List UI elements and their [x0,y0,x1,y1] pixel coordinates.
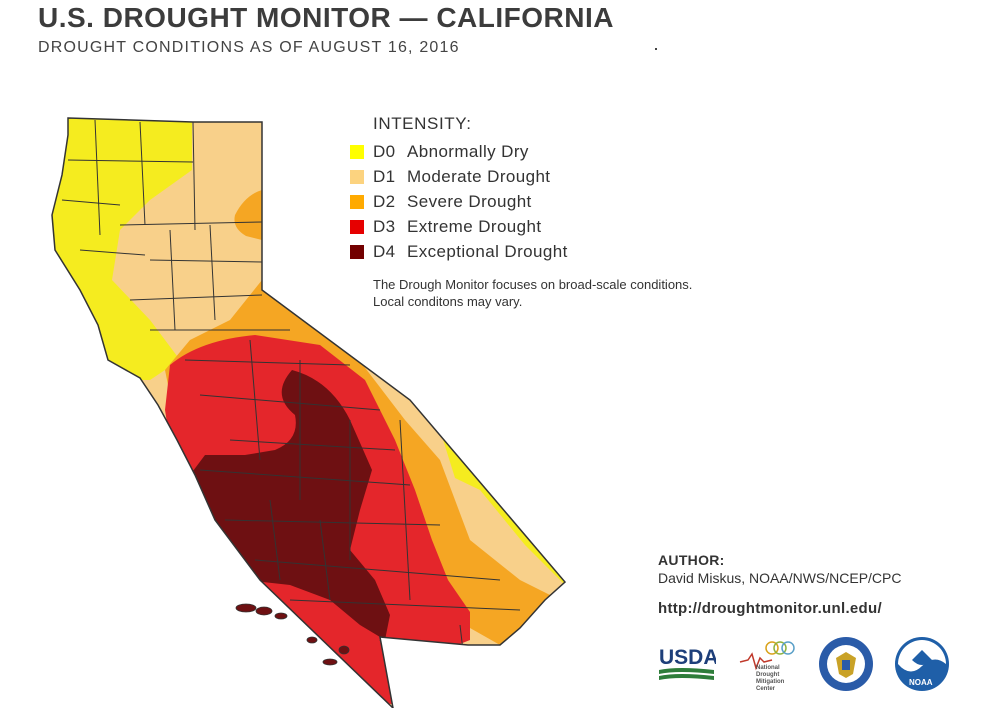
ndmc-text-line: Mitigation [756,679,785,685]
map-subtitle: DROUGHT CONDITIONS AS OF AUGUST 16, 2016 [38,39,460,56]
author-heading: AUTHOR: [658,552,725,568]
intensity-legend: INTENSITY: D0 Abnormally Dry D1 Moderate… [350,114,692,310]
legend-item-d2: D2 Severe Drought [350,189,692,214]
ndmc-text-line: Drought [756,672,779,678]
legend-label: Extreme Drought [407,216,542,236]
legend-code: D0 [373,141,396,161]
legend-heading: INTENSITY: [373,114,472,133]
legend-swatch-d0 [350,144,364,159]
legend-code: D1 [373,166,396,186]
legend-swatch-d1 [350,169,364,184]
channel-islands [235,603,350,666]
usda-logo: USDA [659,646,716,680]
ndmc-logo: National Drought Mitigation Center [739,641,795,692]
ndmc-text-line: National [756,665,780,671]
legend-label: Severe Drought [407,191,532,211]
author-name: David Miskus, NOAA/NWS/NCEP/CPC [658,570,902,586]
noaa-logo-text: NOAA [909,678,933,687]
legend-item-d3: D3 Extreme Drought [350,214,692,239]
stray-mark [655,48,657,50]
legend-code: D2 [373,191,396,211]
ndmc-text-line: Center [756,686,776,692]
legend-item-d4: D4 Exceptional Drought [350,239,692,264]
county-borders [61,119,521,708]
commerce-seal-logo [819,637,873,691]
credits: AUTHOR: David Miskus, NOAA/NWS/NCEP/CPC … [658,552,901,617]
legend-note-line: Local conditons may vary. [373,294,523,309]
legend-code: D4 [373,241,396,261]
legend-label: Abnormally Dry [407,141,529,161]
legend-label: Exceptional Drought [407,241,568,261]
legend-swatch-d4 [350,244,364,259]
map-title: U.S. DROUGHT MONITOR — CALIFORNIA [38,2,614,33]
d2-region-north [234,190,262,240]
legend-code: D3 [373,216,396,236]
usda-logo-text: USDA [659,646,716,669]
source-url: http://droughtmonitor.unl.edu/ [658,600,882,617]
california-drought-map [51,117,566,708]
legend-note-line: The Drough Monitor focuses on broad-scal… [373,277,693,292]
partner-logos: USDA National Drought Mitigation Center … [652,636,952,696]
legend-label: Moderate Drought [407,166,551,186]
legend-swatch-d2 [350,194,364,209]
legend-item-d0: D0 Abnormally Dry [350,139,692,164]
legend-note: The Drough Monitor focuses on broad-scal… [373,276,692,310]
legend-swatch-d3 [350,219,364,234]
noaa-logo: NOAA [895,637,949,691]
legend-item-d1: D1 Moderate Drought [350,164,692,189]
